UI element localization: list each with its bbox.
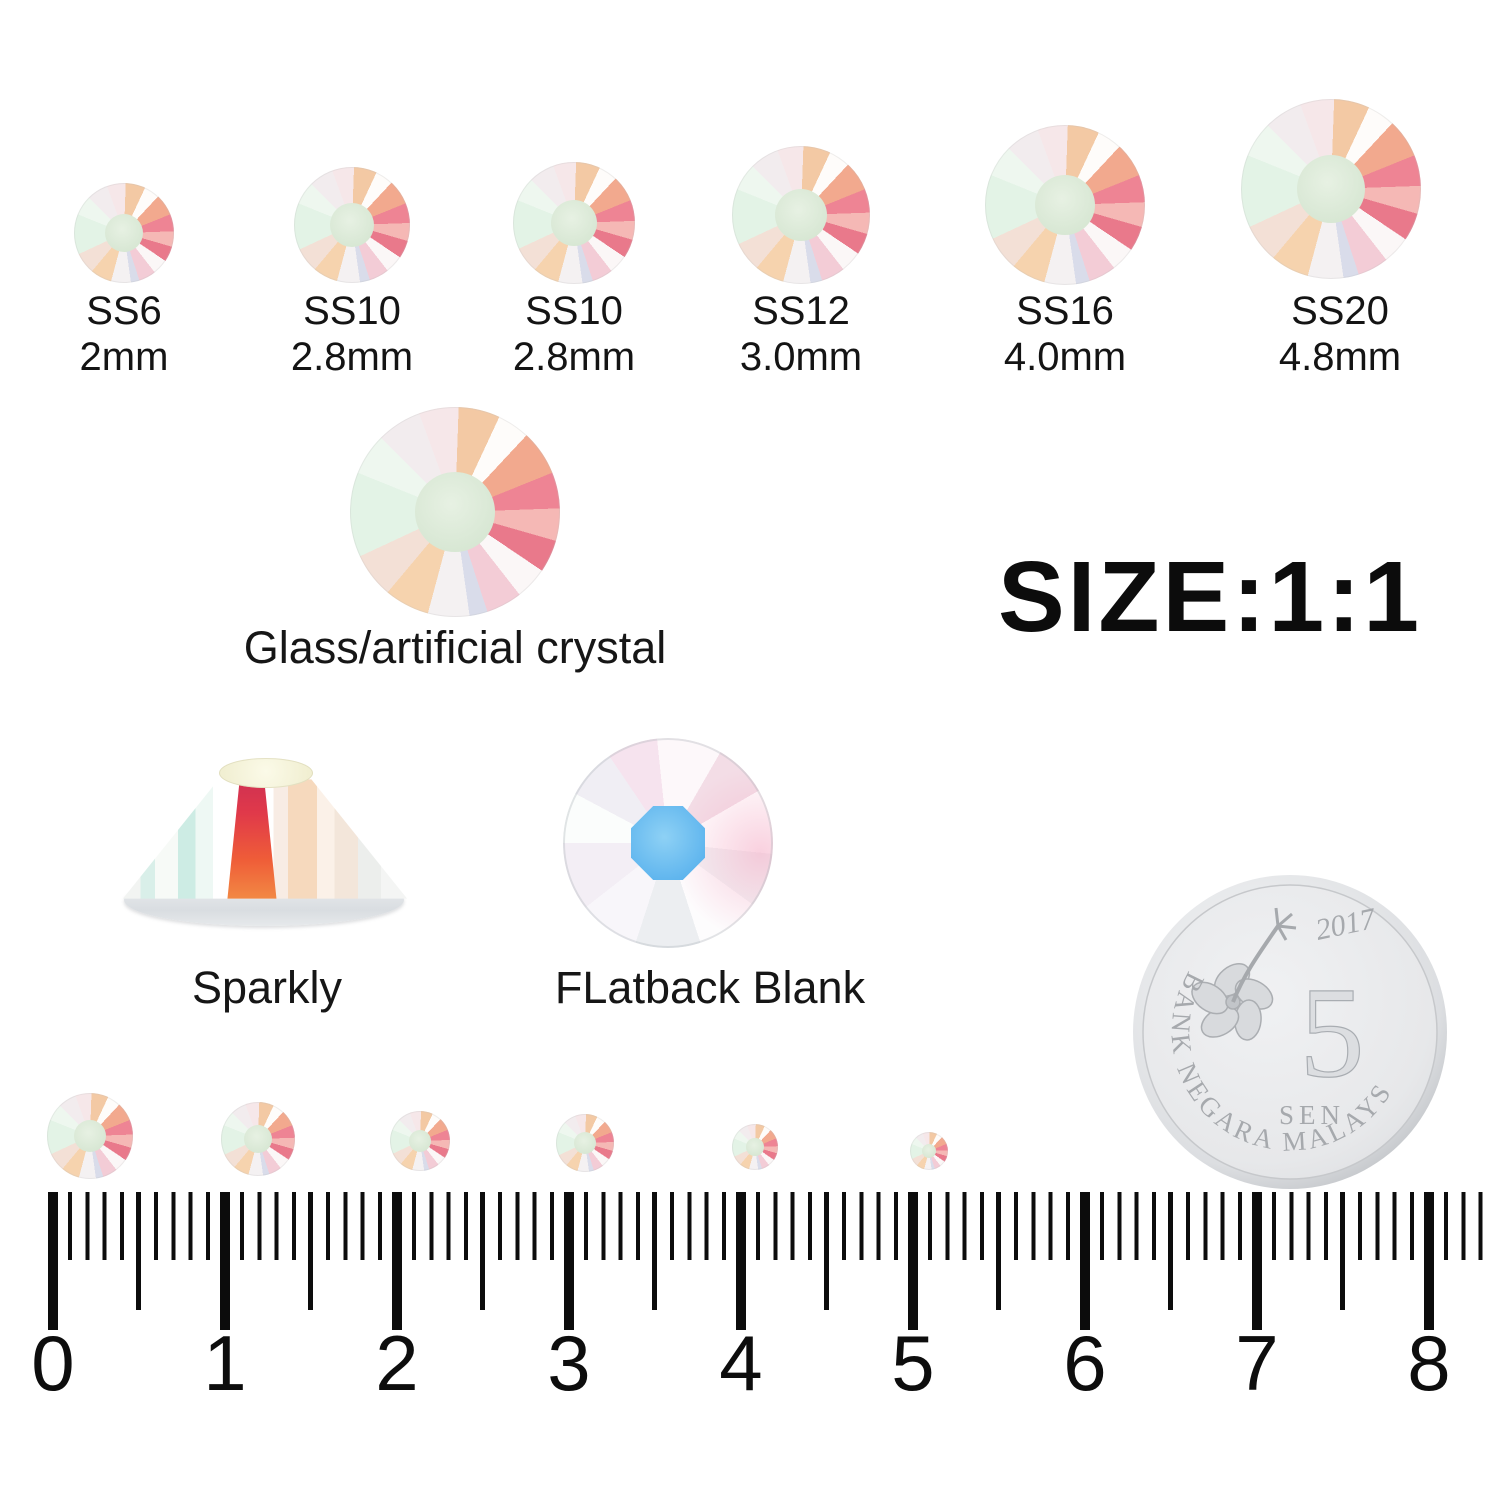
stone-mm: 2mm: [79, 335, 169, 379]
ruler-number-0: 0: [31, 1319, 75, 1407]
rhinestone-actual-size-1: [47, 1093, 133, 1179]
ruler-number-2: 2: [375, 1319, 419, 1407]
coin-face: [1142, 884, 1438, 1180]
stone-mm: 2.8mm: [290, 335, 414, 379]
scale-note: SIZE:1:1: [997, 541, 1423, 653]
rhinestone-top-ss10-b: [513, 162, 635, 284]
rhinestone-actual-size-2: [221, 1102, 295, 1176]
gem-center-facet: [415, 472, 495, 552]
rhinestone-top-ss20: [1241, 99, 1421, 279]
gem-center-facet: [921, 1143, 937, 1159]
material-caption: Glass/artificial crystal: [243, 622, 667, 673]
rhinestone-actual-size-4: [556, 1114, 614, 1172]
hibiscus-flower-icon: [1191, 907, 1297, 1041]
stone-mm: 2.8mm: [512, 335, 636, 379]
ruler-number-3: 3: [547, 1319, 591, 1407]
flatback-blue-center: [631, 806, 705, 880]
gem-center-facet: [329, 202, 375, 248]
stone-mm: 3.0mm: [739, 335, 863, 379]
rhinestone-actual-size-5: [732, 1124, 778, 1170]
size-label-ss10-a: SS10 2.8mm: [232, 288, 472, 380]
size-label-ss20: SS20 4.8mm: [1220, 288, 1460, 380]
ruler-number-5: 5: [891, 1319, 935, 1407]
rhinestone-flatback-blank: [563, 738, 773, 948]
gem-center-facet: [774, 188, 828, 242]
stone-code: SS16: [1016, 289, 1114, 333]
size-label-ss10-b: SS10 2.8mm: [454, 288, 694, 380]
stone-code: SS6: [86, 289, 162, 333]
ruler-number-4: 4: [719, 1319, 763, 1407]
rhinestone-top-ss16: [985, 125, 1145, 285]
gem-center-facet: [573, 1131, 596, 1154]
sparkly-caption: Sparkly: [191, 962, 343, 1013]
stone-mm: 4.8mm: [1278, 335, 1402, 379]
stone-code: SS10: [303, 289, 401, 333]
rhinestone-actual-size-6: [910, 1132, 948, 1170]
coin-5-sen-malaysia: 2017 5 SEN BANK NEGARA MALAYSIA: [1132, 874, 1447, 1189]
coin-denomination: 5: [1300, 961, 1365, 1105]
rhinestone-top-ss10-a: [294, 167, 410, 283]
rhinestone-top-ss6: [74, 183, 174, 283]
stone-code: SS10: [525, 289, 623, 333]
stone-table-facet: [219, 758, 313, 788]
flatback-caption: FLatback Blank: [554, 962, 866, 1013]
stone-mm: 4.0mm: [1003, 335, 1127, 379]
gem-center-facet: [243, 1124, 273, 1154]
gem-center-facet: [550, 199, 598, 247]
rhinestone-top-ss12: [732, 146, 870, 284]
ruler-number-8: 8: [1407, 1319, 1451, 1407]
ruler-number-1: 1: [203, 1319, 247, 1407]
ruler-number-7: 7: [1235, 1319, 1279, 1407]
gem-center-facet: [73, 1119, 107, 1153]
size-label-ss6: SS6 2mm: [4, 288, 244, 380]
ruler-number-6: 6: [1063, 1319, 1107, 1407]
rhinestone-side-view: [120, 758, 410, 930]
rhinestone-actual-size-3: [390, 1111, 450, 1171]
gem-center-facet: [408, 1129, 432, 1153]
gem-center-facet: [746, 1138, 764, 1156]
ruler-centimeter-ticks: [48, 1192, 1438, 1330]
gem-center-facet: [1296, 154, 1366, 224]
stone-code: SS20: [1291, 289, 1389, 333]
gem-center-facet: [1034, 174, 1096, 236]
gem-center-facet: [105, 214, 143, 252]
size-label-ss16: SS16 4.0mm: [945, 288, 1185, 380]
size-label-ss12: SS12 3.0mm: [681, 288, 921, 380]
rhinestone-large-material: [350, 407, 560, 617]
coin-unit: SEN: [1279, 1100, 1345, 1130]
stone-code: SS12: [752, 289, 850, 333]
